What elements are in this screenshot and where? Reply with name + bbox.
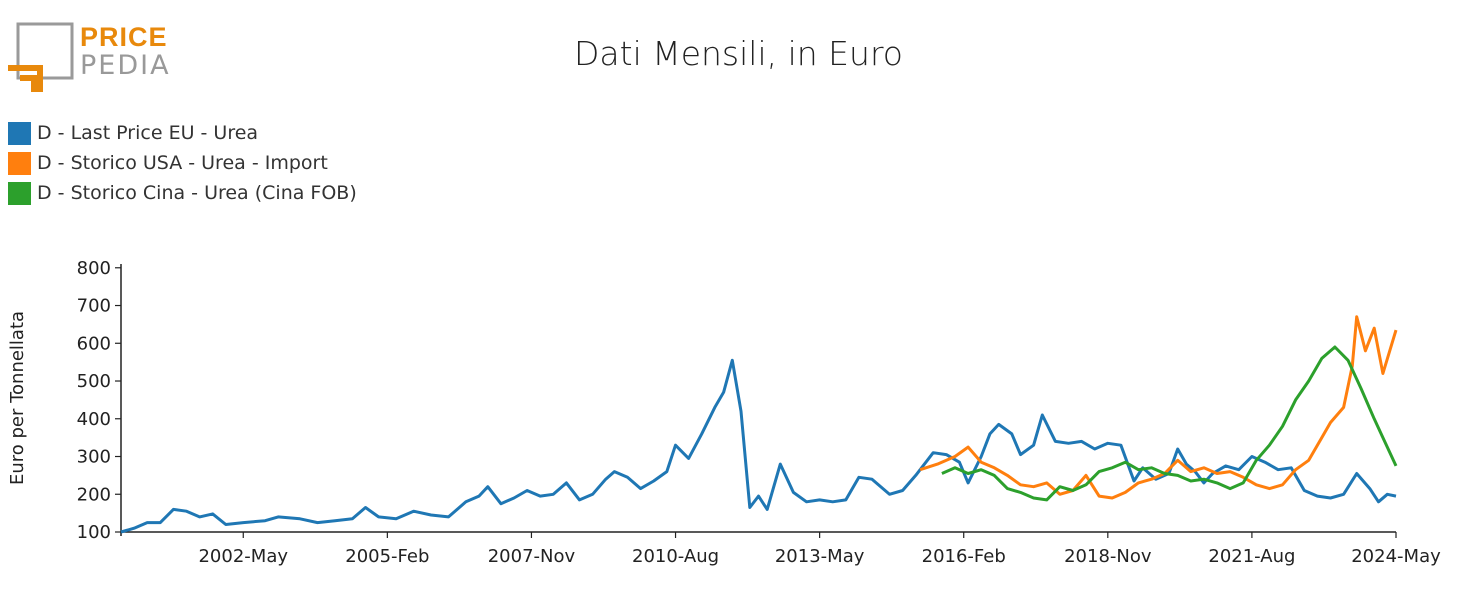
legend-item-usa[interactable]: D - Storico USA - Urea - Import [8,148,357,178]
logo-mark-icon [8,22,74,92]
logo-pedia-text: PEDIA [80,50,171,81]
legend-swatch-china [8,181,31,205]
x-tick-label: 2010-Aug [632,546,719,567]
x-tick-label: 2021-Aug [1208,546,1295,567]
series-line-china[interactable] [941,345,1398,502]
legend-swatch-usa [8,151,31,175]
series-line-usa[interactable] [919,315,1398,500]
y-tick-label: 700 [77,296,111,317]
legend-swatch-eu [8,121,31,145]
x-tick-label: 2013-May [775,546,865,567]
legend-item-eu[interactable]: D - Last Price EU - Urea [8,118,357,148]
logo-price-text: PRICE [80,22,168,52]
legend-item-china[interactable]: D - Storico Cina - Urea (Cina FOB) [8,178,357,208]
x-tick-label: 2007-Nov [488,546,576,567]
y-tick-label: 800 [77,258,111,279]
series-line-eu[interactable] [120,358,1397,534]
pricepedia-logo: PRICE PEDIA [6,20,169,94]
x-tick-label: 2018-Nov [1064,546,1152,567]
y-tick-label: 300 [77,447,111,468]
y-tick-label: 400 [77,409,111,430]
x-tick-label: 2002-May [198,546,288,567]
x-tick-label: 2024-May [1351,546,1441,567]
chart-axes: 100 200 300 400 500 600 700 800 2002-May 2005-Feb… [77,258,1441,567]
x-tick-label: 2016-Feb [922,546,1006,567]
x-tick-label: 2005-Feb [345,546,429,567]
y-tick-label: 200 [77,484,111,505]
chart-legend: D - Last Price EU - Urea D - Storico USA… [8,118,357,208]
y-tick-label: 500 [77,371,111,392]
y-tick-label: 600 [77,333,111,354]
chart-title: Dati Mensili, in Euro [574,34,903,73]
legend-label-china: D - Storico Cina - Urea (Cina FOB) [37,182,357,204]
y-axis-title: Euro per Tonnellata [7,311,28,485]
chart-series [120,315,1398,534]
legend-label-eu: D - Last Price EU - Urea [37,122,259,144]
y-tick-label: 100 [77,522,111,543]
legend-label-usa: D - Storico USA - Urea - Import [37,152,328,174]
